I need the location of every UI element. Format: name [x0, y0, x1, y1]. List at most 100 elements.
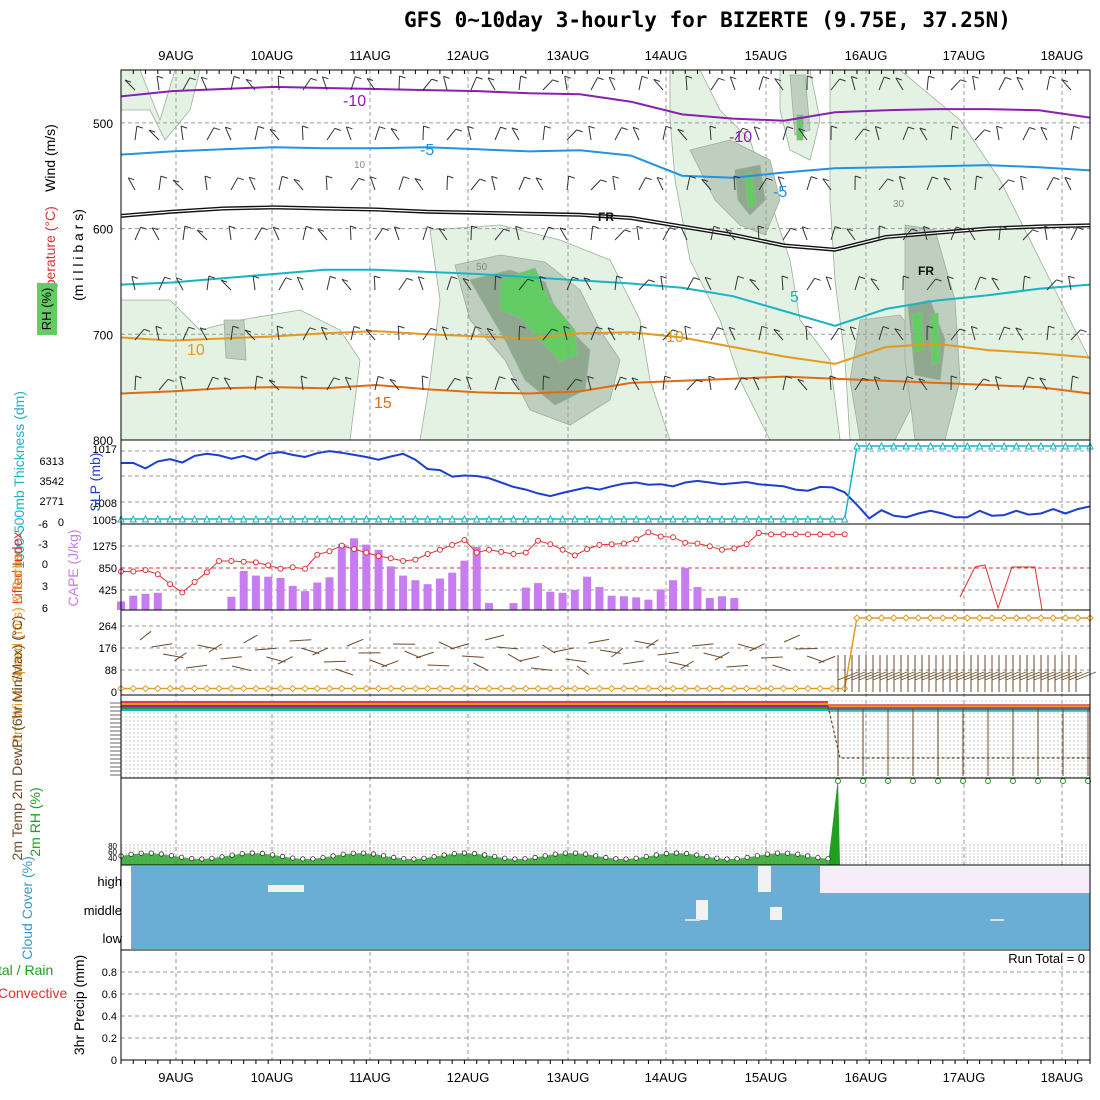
wind-barb — [204, 176, 208, 191]
wind-barb — [389, 378, 400, 391]
thickness-point — [791, 514, 800, 523]
li-point — [400, 558, 407, 564]
wind-barb-flag — [466, 376, 473, 380]
wind-barb — [849, 326, 856, 341]
wind-barb — [662, 126, 667, 141]
wind-barb — [1046, 76, 1051, 91]
wind-barb-flag — [1039, 377, 1046, 381]
ylabel-millibars: (m i l l i b a r s) — [70, 209, 86, 301]
li-point — [277, 565, 284, 572]
wind-barb — [926, 176, 933, 191]
wind-barb-flag — [476, 76, 483, 80]
wind-barb-flag — [143, 328, 151, 332]
li-point — [240, 558, 247, 565]
thickness-point — [607, 514, 616, 523]
wind-barb — [510, 378, 520, 391]
wind-barb — [894, 328, 904, 341]
wind-barb-flag — [653, 78, 660, 82]
wind-barb-flag — [418, 276, 425, 280]
wind-barb-flag — [713, 225, 721, 229]
wind-barb-10m — [714, 651, 730, 661]
wind-barb-10m — [473, 662, 489, 671]
li-point — [424, 551, 431, 557]
wind-barb-flag — [427, 226, 434, 230]
wind-barb-10m-late — [942, 671, 964, 681]
x-label-top: 17AUG — [943, 48, 986, 63]
wind-barb-flag — [829, 375, 837, 379]
precip-tick: 0.8 — [102, 967, 117, 979]
wind-barb-flag — [544, 125, 551, 129]
thickness-point — [313, 514, 322, 523]
thickness-point — [889, 441, 898, 450]
cape-tick: 1275 — [93, 541, 117, 553]
ylabel-lifted-index: Lifted Index — [9, 532, 25, 604]
slp-line — [121, 450, 1091, 520]
x-label-top: 11AUG — [349, 48, 391, 63]
wind-barb — [991, 277, 1000, 291]
wind-barb-flag — [1056, 279, 1063, 283]
wind-barb-flag — [430, 327, 437, 331]
wind-barb — [972, 76, 976, 91]
wind-barb — [729, 76, 736, 91]
wind-barb-flag — [406, 277, 413, 281]
rh-region — [223, 319, 247, 361]
cape-bar — [129, 595, 138, 610]
wind-barb-flag — [972, 75, 979, 79]
wind-speed-point — [509, 684, 518, 693]
wind-barb — [566, 378, 577, 391]
li-point — [252, 559, 259, 566]
wind-barb-10m — [783, 634, 801, 643]
cape-bar — [485, 603, 493, 610]
wind-barb — [230, 177, 239, 191]
wind-barb — [417, 276, 424, 291]
wind-barb-flag — [1016, 76, 1024, 80]
wind-barb-flag — [1080, 329, 1087, 333]
wind-barb-flag — [213, 127, 220, 131]
rh2m-point — [744, 854, 750, 861]
wind-barb — [895, 77, 904, 91]
thickness-point — [632, 514, 640, 523]
wind-barb — [782, 376, 787, 391]
x-label-bottom: 12AUG — [447, 1070, 490, 1085]
wind-barb — [542, 126, 546, 141]
wind-barb-flag — [656, 176, 664, 180]
wind-barb-flag — [503, 228, 510, 232]
rh2m-point — [370, 851, 377, 857]
wind-barb — [874, 126, 880, 141]
li-point — [645, 529, 652, 536]
rh2m-point — [199, 856, 205, 862]
wind-barb-10m — [737, 643, 757, 650]
wind-barb-flag — [500, 126, 507, 130]
wind-barb-flag — [1073, 125, 1080, 129]
rh2m-point — [910, 778, 916, 784]
x-label-top: 10AUG — [251, 48, 294, 63]
wind-barb-flag — [172, 179, 180, 183]
cloud-gap — [758, 866, 771, 892]
wind-barb — [878, 76, 885, 91]
wind-barb — [1022, 127, 1030, 141]
wind-barb — [302, 226, 307, 241]
x-label-top: 13AUG — [547, 48, 590, 63]
wind-barb-flag — [932, 176, 939, 180]
thickness-point — [755, 514, 763, 523]
wind-barb — [422, 78, 433, 91]
thickness-point — [865, 441, 874, 450]
isotherm-fr-inner — [120, 206, 1091, 251]
cloud-level-label: low — [102, 931, 122, 946]
thickness-point — [534, 514, 542, 523]
wind-barb-flag — [660, 275, 667, 279]
thickness-point — [804, 514, 812, 523]
rh2m-point — [835, 778, 841, 784]
wind-barb — [902, 126, 909, 141]
cape-bar — [656, 589, 665, 610]
li-point — [571, 552, 578, 559]
panel-frame — [120, 949, 1091, 1061]
slp-tick: 1017 — [93, 444, 117, 456]
rh2m-point — [683, 850, 690, 857]
wind-barb — [465, 376, 472, 391]
wind-barb-flag — [632, 126, 640, 130]
wind-barb — [494, 228, 505, 241]
thickness-point — [1049, 441, 1058, 450]
cape-bar — [583, 576, 592, 610]
wind-barb-flag — [329, 275, 337, 279]
